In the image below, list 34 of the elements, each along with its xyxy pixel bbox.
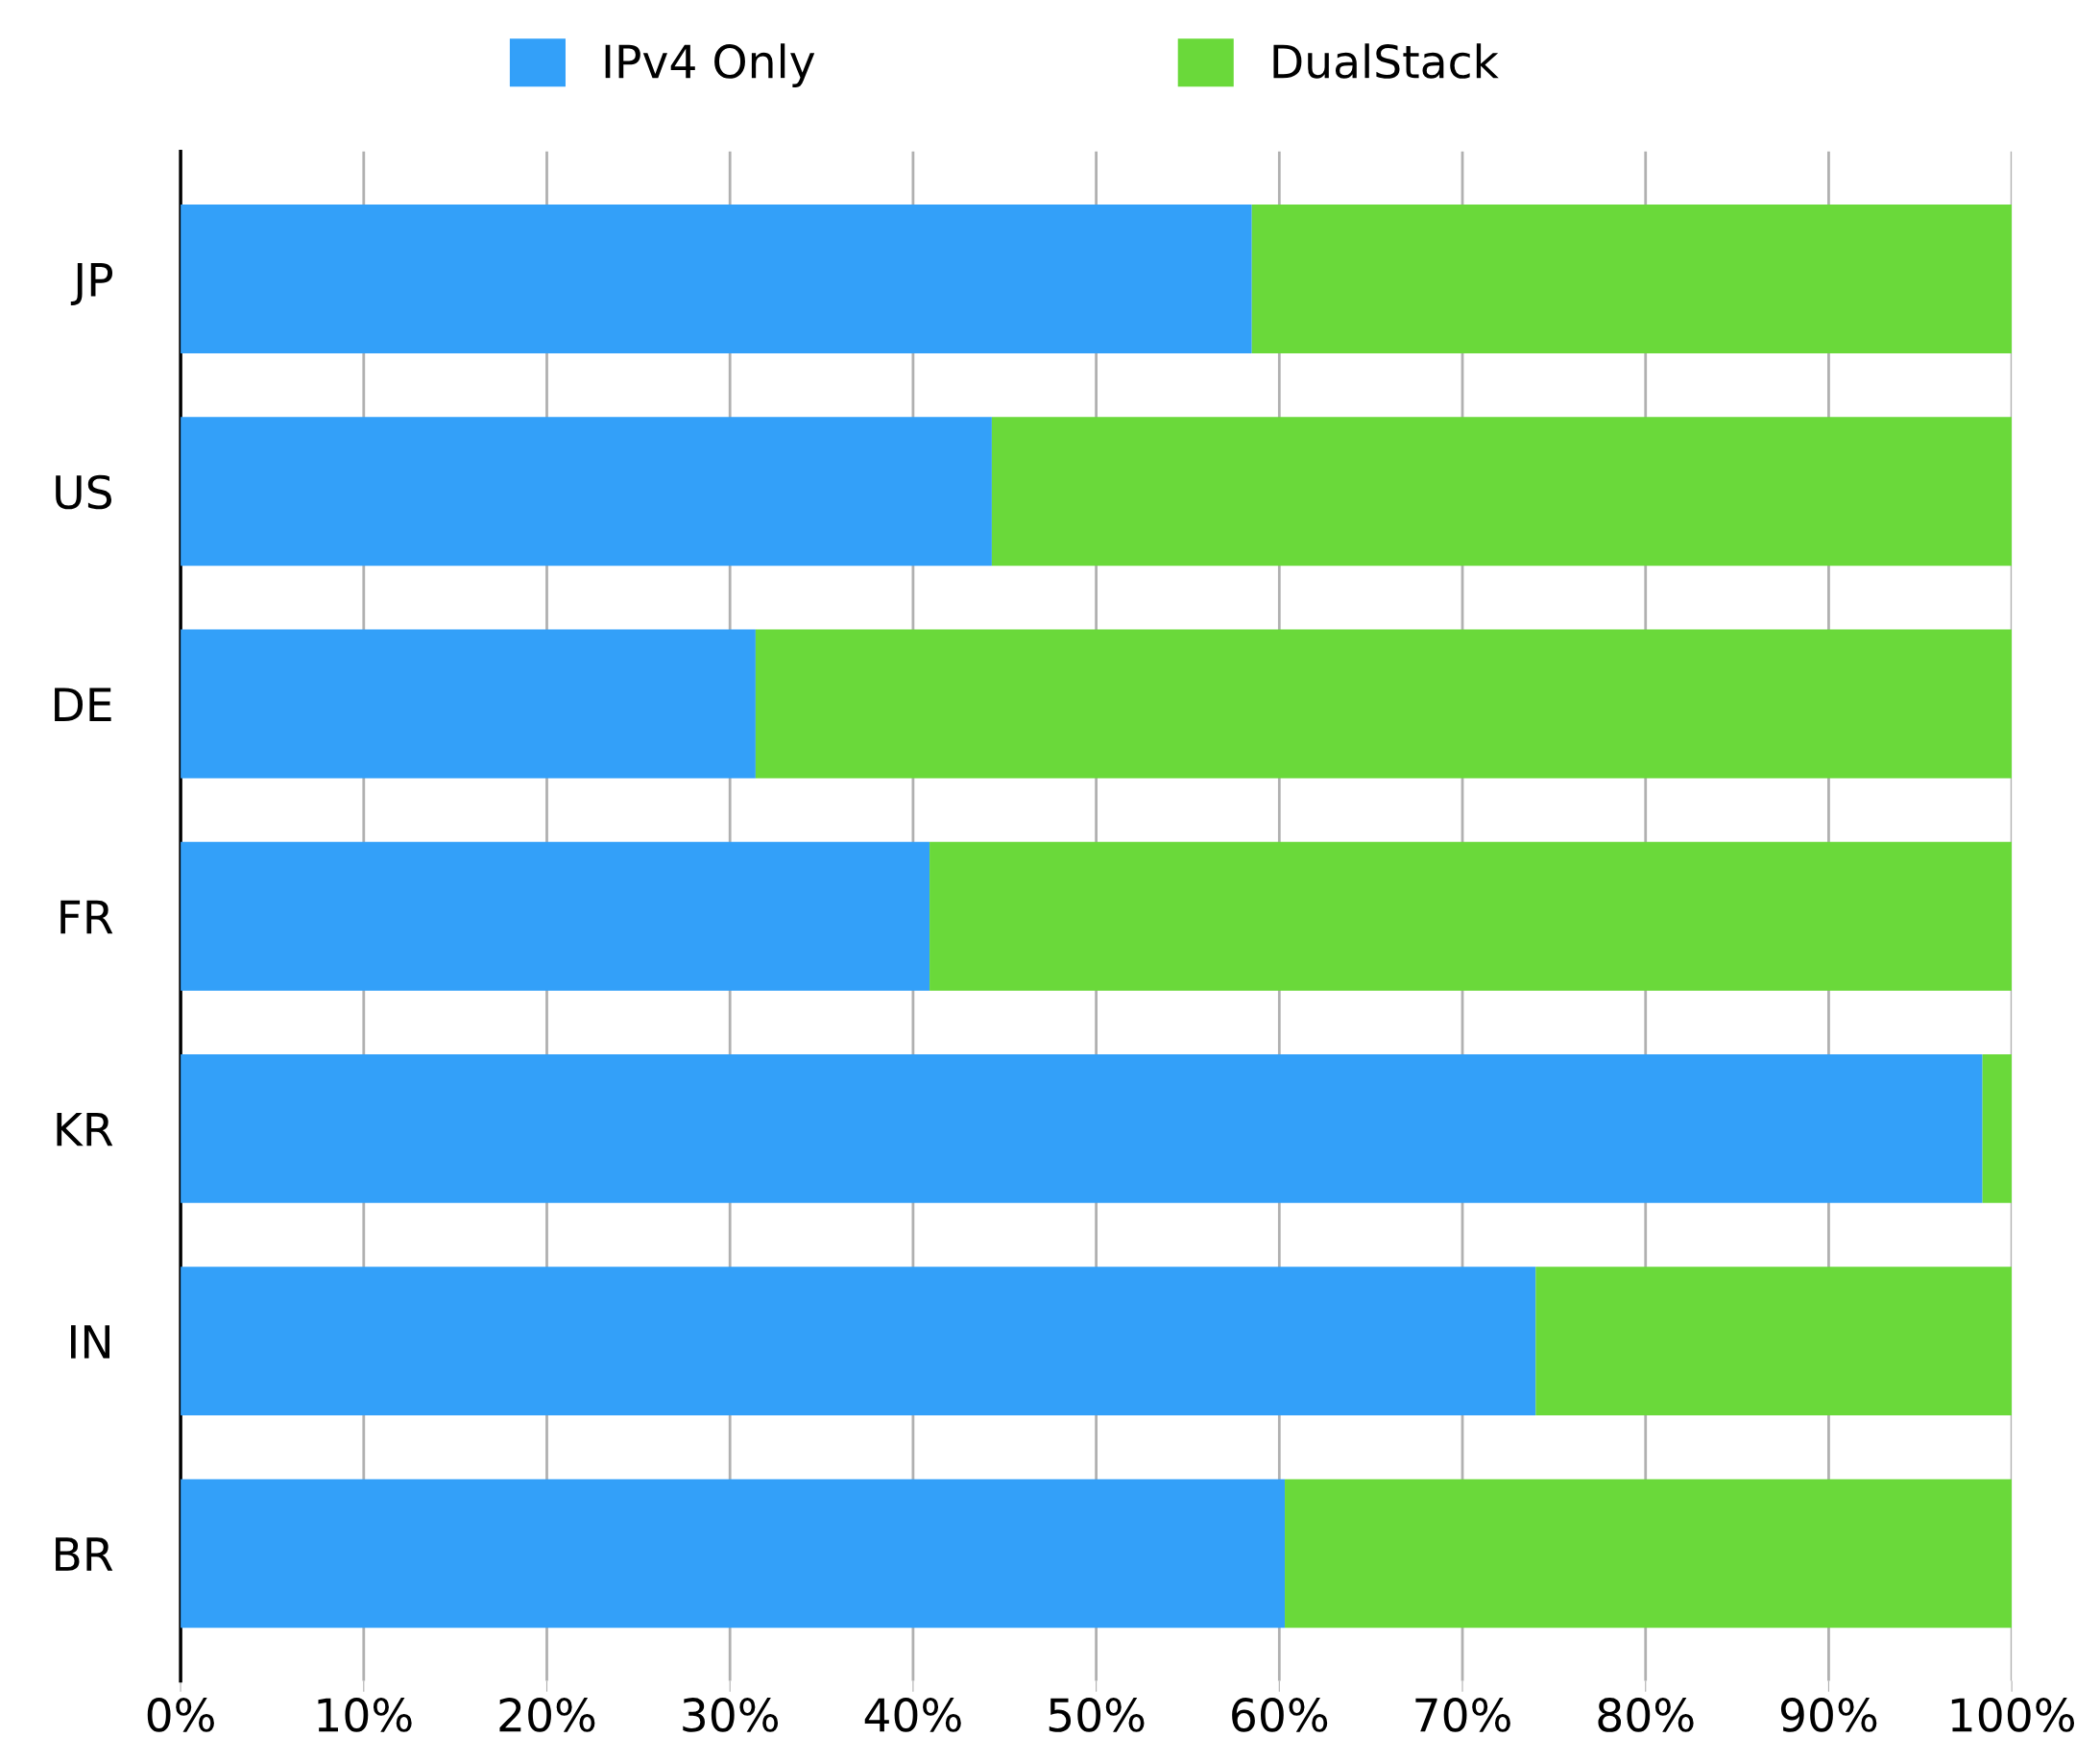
- legend-label: DualStack: [1273, 43, 1499, 79]
- bar: [991, 417, 2013, 567]
- x-tick-label: 0%: [147, 1698, 214, 1732]
- bar: [181, 205, 1252, 353]
- x-tick-label: 10%: [318, 1698, 412, 1732]
- legend-label: IPv4 Only: [605, 43, 815, 87]
- bar: [181, 1267, 1536, 1416]
- y-tick-label: KR: [57, 1112, 113, 1147]
- x-tick-label: 90%: [1780, 1698, 1877, 1732]
- x-tick-label: 50%: [1049, 1698, 1145, 1732]
- y-tick-label: US: [56, 474, 112, 510]
- y-tick-label: IN: [71, 1325, 109, 1359]
- bar: [1251, 205, 2013, 353]
- bar: [929, 841, 2013, 991]
- y-tick-label: FR: [60, 900, 113, 934]
- bar: [181, 841, 930, 991]
- bar: [1285, 1479, 2013, 1629]
- bar: [181, 1479, 1286, 1629]
- x-tick-label: 100%: [1951, 1698, 2075, 1732]
- bar: [1535, 1267, 2013, 1416]
- bar: [1982, 1053, 2013, 1203]
- bar: [181, 629, 756, 779]
- bar: [181, 417, 992, 567]
- x-tick-label: 30%: [683, 1698, 779, 1732]
- bar: [755, 629, 2013, 779]
- y-tick-label: BR: [56, 1537, 113, 1571]
- x-tick-label: 70%: [1415, 1698, 1510, 1732]
- y-tick-label: DE: [55, 688, 111, 721]
- x-tick-label: 80%: [1598, 1698, 1694, 1732]
- x-tick-label: 60%: [1232, 1698, 1328, 1732]
- bar: [181, 1053, 1983, 1203]
- y-tick-label: JP: [70, 263, 113, 305]
- x-tick-label: 40%: [864, 1698, 961, 1732]
- x-tick-label: 20%: [499, 1698, 595, 1732]
